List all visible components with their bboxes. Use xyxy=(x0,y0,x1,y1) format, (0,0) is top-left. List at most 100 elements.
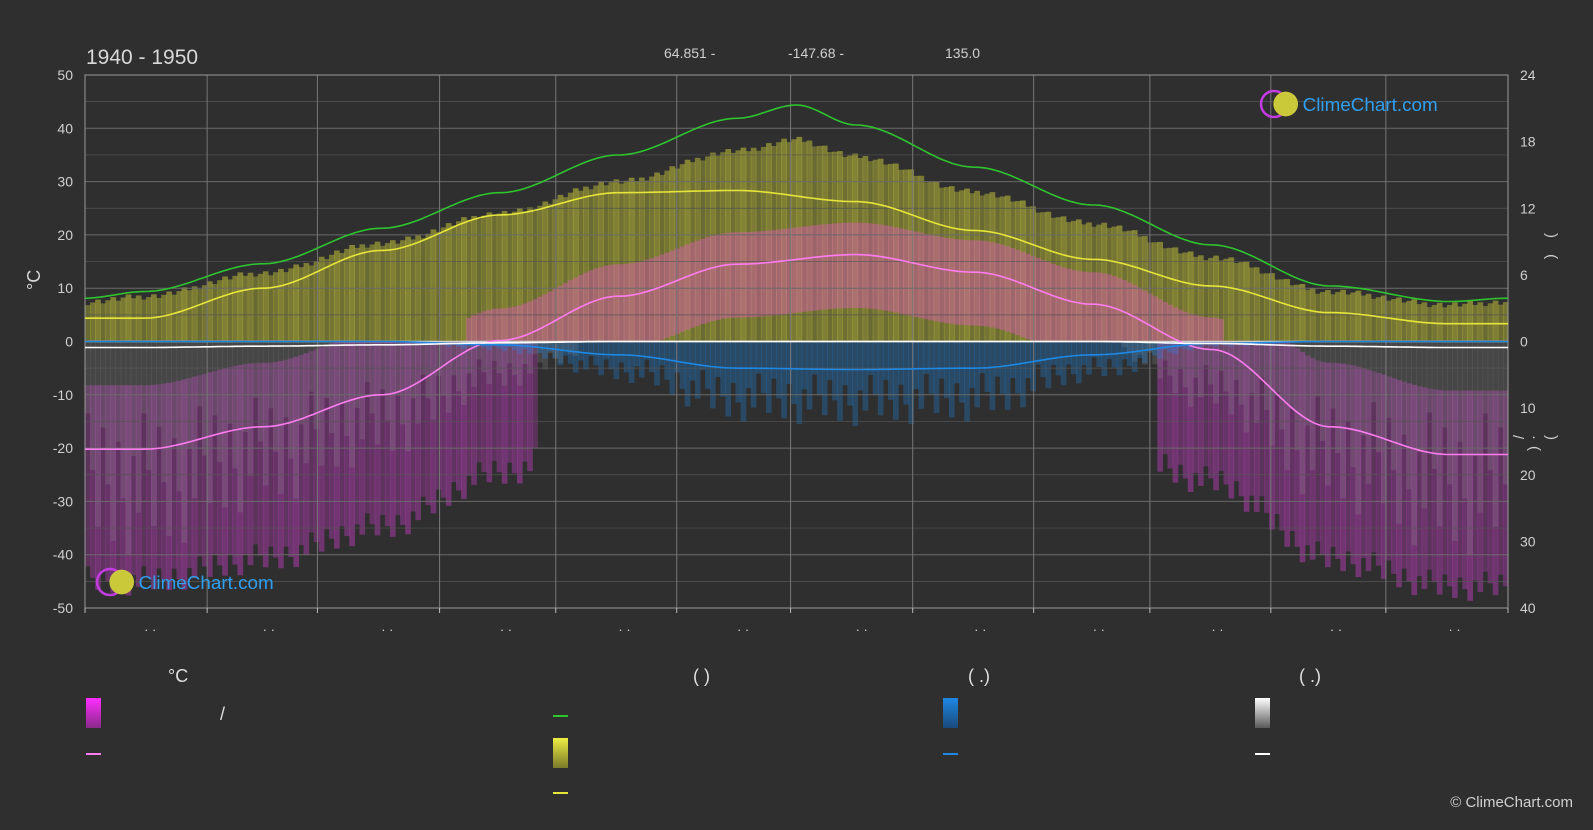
cold-temperature-column xyxy=(1203,341,1209,467)
sunshine-column xyxy=(1167,247,1174,342)
sunshine-column xyxy=(140,299,147,342)
cold-temperature-column xyxy=(435,341,442,490)
cold-temperature-column xyxy=(166,382,172,591)
cold-temperature-column xyxy=(217,369,223,566)
sunshine-column xyxy=(1172,247,1179,342)
sunshine-column xyxy=(496,213,503,342)
sunshine-column xyxy=(903,169,909,342)
snow-column xyxy=(1386,341,1392,418)
sunshine-column xyxy=(857,157,864,342)
snow-column xyxy=(1197,341,1204,398)
cold-temperature-column xyxy=(1335,363,1341,559)
sunshine-column xyxy=(750,147,757,342)
snow-column xyxy=(405,341,411,452)
temperature-column xyxy=(969,240,975,326)
snow-column xyxy=(542,341,549,370)
rain-column xyxy=(1035,341,1042,365)
sunshine-column xyxy=(1106,227,1113,342)
cold-temperature-column xyxy=(1467,390,1474,601)
snow-column xyxy=(196,341,203,407)
cold-temperature-column xyxy=(105,385,112,581)
rain-column xyxy=(638,341,645,378)
temperature-column xyxy=(1142,290,1148,342)
legend-snow-band-swatch xyxy=(1255,698,1270,728)
sunshine-column xyxy=(1350,292,1357,342)
sunshine-column xyxy=(1452,302,1458,342)
sunshine-column xyxy=(837,151,843,342)
cold-temperature-column xyxy=(1497,390,1504,575)
temperature-column xyxy=(649,258,655,342)
rain-column xyxy=(516,341,523,354)
cold-temperature-column xyxy=(491,341,498,461)
temperature-column xyxy=(1096,272,1103,342)
temperature-column xyxy=(847,222,854,308)
cold-temperature-column xyxy=(1375,372,1382,566)
rain-column xyxy=(745,341,752,389)
cold-temperature-column xyxy=(527,341,533,472)
temperature-column xyxy=(750,231,757,318)
sunshine-column xyxy=(567,192,574,342)
snow-column xyxy=(110,341,117,542)
cold-temperature-column xyxy=(344,341,350,537)
sunshine-column xyxy=(1131,230,1138,342)
snow-column xyxy=(527,341,533,374)
snow-column xyxy=(115,341,122,442)
rain-column xyxy=(999,341,1006,394)
sunshine-column xyxy=(181,287,188,342)
x-tick-label: · · xyxy=(618,622,630,637)
rain-column xyxy=(913,341,920,390)
sunshine-column xyxy=(1091,226,1097,342)
sunshine-column xyxy=(130,298,137,342)
temperature-column xyxy=(974,240,981,326)
cold-temperature-column xyxy=(1162,341,1169,455)
cold-temperature-column xyxy=(522,341,528,462)
cold-temperature-column xyxy=(425,341,432,506)
rain-column xyxy=(1081,341,1087,366)
rain-column xyxy=(989,341,996,411)
cold-temperature-column xyxy=(318,347,325,552)
cold-temperature-column xyxy=(222,368,228,576)
sunshine-column xyxy=(649,176,655,342)
temperature-column xyxy=(801,226,808,312)
sunshine-column xyxy=(1462,303,1468,342)
y-axis-left-unit: °C xyxy=(24,269,44,290)
sunshine-column xyxy=(349,244,355,342)
sunshine-column xyxy=(705,156,711,342)
sunshine-column xyxy=(1294,284,1301,342)
rain-column xyxy=(1050,341,1057,365)
sunshine-column xyxy=(537,205,543,342)
temperature-column xyxy=(898,228,904,314)
rain-column xyxy=(776,341,782,399)
snow-column xyxy=(1452,341,1458,542)
rain-column xyxy=(796,341,803,425)
snow-column xyxy=(85,341,91,414)
sunshine-line xyxy=(85,189,1508,325)
cold-temperature-column xyxy=(1391,378,1397,574)
sunshine-column xyxy=(852,153,859,342)
temperature-column xyxy=(664,252,671,338)
x-tick-label: · · xyxy=(263,622,275,637)
snow-column xyxy=(547,341,554,354)
temperature-column xyxy=(481,311,488,342)
rain-column xyxy=(532,341,538,348)
rain-column xyxy=(1101,341,1108,377)
sunshine-column xyxy=(826,152,833,342)
sunshine-column xyxy=(156,297,162,342)
temperature-column xyxy=(1131,284,1138,342)
sunshine-column xyxy=(105,300,112,342)
rain-column xyxy=(750,341,757,408)
temperature-column xyxy=(583,272,589,342)
rain-column xyxy=(1086,341,1092,375)
temperature-column xyxy=(1055,265,1062,342)
sunshine-column xyxy=(1121,231,1128,342)
rain-column xyxy=(964,341,970,422)
cold-temperature-column xyxy=(516,341,523,484)
sunshine-column xyxy=(1299,283,1306,342)
sunshine-column xyxy=(1192,256,1199,342)
cold-temperature-column xyxy=(384,341,391,527)
temperature-column xyxy=(705,237,711,323)
cold-temperature-column xyxy=(466,341,472,476)
sunshine-column xyxy=(227,279,233,342)
cold-temperature-column xyxy=(1177,341,1184,465)
